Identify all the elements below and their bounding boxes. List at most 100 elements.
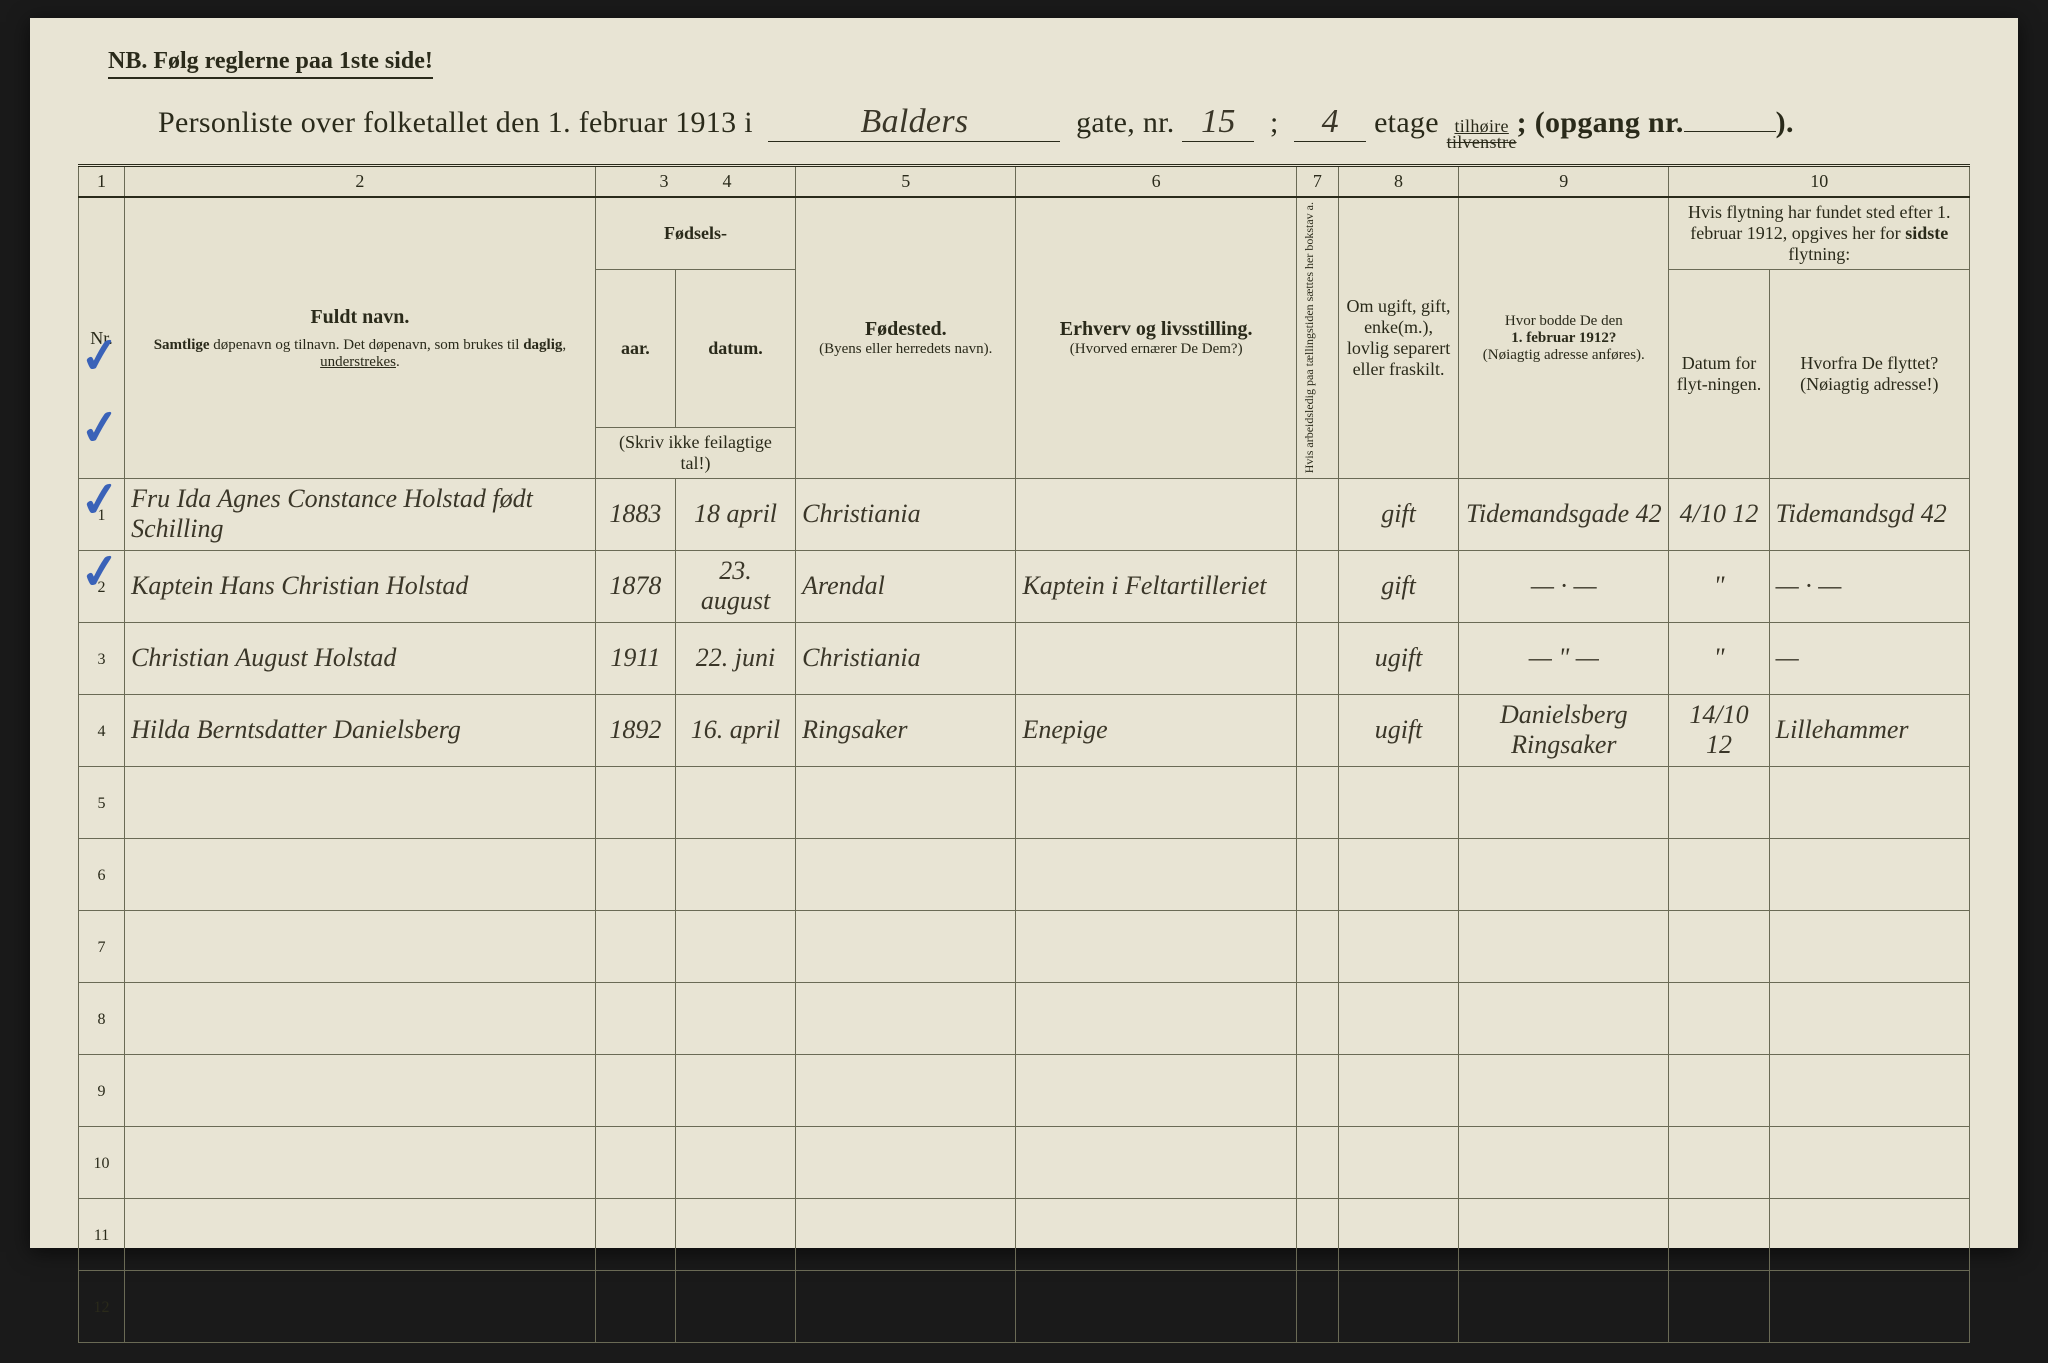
cell-name bbox=[125, 1270, 596, 1342]
cell-move-from bbox=[1769, 838, 1969, 910]
cell-date bbox=[675, 1126, 795, 1198]
cell-col7 bbox=[1296, 1054, 1338, 1126]
cell-addr1912: — · — bbox=[1459, 550, 1669, 622]
head-datum: datum. bbox=[675, 270, 795, 427]
cell-year bbox=[595, 1198, 675, 1270]
colnum-8: 8 bbox=[1338, 166, 1458, 198]
cell-year: 1911 bbox=[595, 622, 675, 694]
nb-instruction: NB. Følg reglerne paa 1ste side! bbox=[108, 48, 433, 79]
cell-move-from: Lillehammer bbox=[1769, 694, 1969, 766]
head-col10b: Hvorfra De flyttet? (Nøiagtig adresse!) bbox=[1769, 270, 1969, 478]
cell-date bbox=[675, 1270, 795, 1342]
cell-move-date bbox=[1669, 1054, 1769, 1126]
cell-move-from bbox=[1769, 1054, 1969, 1126]
census-page: NB. Følg reglerne paa 1ste side! Personl… bbox=[30, 18, 2018, 1248]
cell-occupation bbox=[1016, 766, 1296, 838]
table-row: 11 bbox=[79, 1198, 1970, 1270]
cell-date: 18 april bbox=[675, 478, 795, 550]
head-col10a: Datum for flyt-ningen. bbox=[1669, 270, 1769, 478]
cell-date bbox=[675, 1198, 795, 1270]
colnum-1: 1 bbox=[79, 166, 125, 198]
cell-nr: 5 bbox=[79, 766, 125, 838]
cell-year: 1883 bbox=[595, 478, 675, 550]
semicolon: ; bbox=[1270, 106, 1279, 140]
table-row: 10 bbox=[79, 1126, 1970, 1198]
cell-addr1912: Tidemandsgade 42 bbox=[1459, 478, 1669, 550]
cell-birthplace bbox=[796, 838, 1016, 910]
cell-col7 bbox=[1296, 910, 1338, 982]
cell-birthplace bbox=[796, 1198, 1016, 1270]
head-erhverv-title: Erhverv og livsstilling. bbox=[1022, 318, 1289, 341]
head-erhverv: Erhverv og livsstilling. (Hvorved ernære… bbox=[1016, 197, 1296, 478]
head-erhverv-sub: (Hvorved ernærer De Dem?) bbox=[1022, 341, 1289, 358]
cell-year: 1892 bbox=[595, 694, 675, 766]
cell-marital: ugift bbox=[1338, 622, 1458, 694]
cell-move-date bbox=[1669, 1198, 1769, 1270]
table-row: 4Hilda Berntsdatter Danielsberg189216. a… bbox=[79, 694, 1970, 766]
cell-addr1912 bbox=[1459, 838, 1669, 910]
cell-move-from: — bbox=[1769, 622, 1969, 694]
cell-occupation: Enepige bbox=[1016, 694, 1296, 766]
head-foedsels: Fødsels- bbox=[595, 197, 795, 270]
cell-birthplace bbox=[796, 1054, 1016, 1126]
census-table: 1 2 3 4 5 6 7 8 9 10 Nr. Fuldt navn. bbox=[78, 164, 1970, 1342]
cell-nr: 9 bbox=[79, 1054, 125, 1126]
cell-move-date: " bbox=[1669, 622, 1769, 694]
cell-year: 1878 bbox=[595, 550, 675, 622]
cell-col7 bbox=[1296, 766, 1338, 838]
cell-marital: gift bbox=[1338, 550, 1458, 622]
cell-col7 bbox=[1296, 622, 1338, 694]
cell-move-from bbox=[1769, 982, 1969, 1054]
cell-move-from: — · — bbox=[1769, 550, 1969, 622]
title-prefix: Personliste over folketallet den 1. febr… bbox=[158, 106, 753, 140]
head-col7-vert: Hvis arbeidsledig paa tællingstiden sætt… bbox=[1303, 202, 1316, 473]
cell-name bbox=[125, 910, 596, 982]
colnum-10: 10 bbox=[1669, 166, 1970, 198]
cell-nr: 7 bbox=[79, 910, 125, 982]
cell-move-from bbox=[1769, 1198, 1969, 1270]
check-mark-icon: ✓ bbox=[77, 470, 123, 530]
semicolon2: ; bbox=[1517, 106, 1527, 140]
cell-birthplace bbox=[796, 766, 1016, 838]
cell-birthplace: Christiania bbox=[796, 478, 1016, 550]
cell-addr1912: Danielsberg Ringsaker bbox=[1459, 694, 1669, 766]
cell-date: 16. april bbox=[675, 694, 795, 766]
cell-marital bbox=[1338, 838, 1458, 910]
cell-name bbox=[125, 1126, 596, 1198]
cell-marital bbox=[1338, 982, 1458, 1054]
cell-year bbox=[595, 1126, 675, 1198]
head-skriv-ikke: (Skriv ikke feilagtige tal!) bbox=[595, 427, 795, 478]
cell-move-date bbox=[1669, 982, 1769, 1054]
cell-birthplace: Arendal bbox=[796, 550, 1016, 622]
head-col8: Om ugift, gift, enke(m.), lovlig separer… bbox=[1338, 197, 1458, 478]
cell-occupation bbox=[1016, 622, 1296, 694]
cell-move-from bbox=[1769, 910, 1969, 982]
cell-occupation: Kaptein i Feltartilleriet bbox=[1016, 550, 1296, 622]
colnum-3-4: 3 4 bbox=[595, 166, 795, 198]
cell-year bbox=[595, 1054, 675, 1126]
table-row: 3Christian August Holstad191122. juniChr… bbox=[79, 622, 1970, 694]
cell-move-from bbox=[1769, 766, 1969, 838]
cell-move-date bbox=[1669, 1270, 1769, 1342]
cell-date bbox=[675, 982, 795, 1054]
cell-move-from: Tidemandsgd 42 bbox=[1769, 478, 1969, 550]
cell-year bbox=[595, 838, 675, 910]
cell-nr: 8 bbox=[79, 982, 125, 1054]
cell-year bbox=[595, 982, 675, 1054]
cell-col7 bbox=[1296, 838, 1338, 910]
cell-move-date bbox=[1669, 838, 1769, 910]
table-row: 1Fru Ida Agnes Constance Holstad født Sc… bbox=[79, 478, 1970, 550]
cell-addr1912 bbox=[1459, 982, 1669, 1054]
cell-birthplace bbox=[796, 1126, 1016, 1198]
cell-date bbox=[675, 1054, 795, 1126]
head-col9: Hvor bodde De den1. februar 1912? (Nøiag… bbox=[1459, 197, 1669, 478]
cell-year bbox=[595, 766, 675, 838]
cell-addr1912 bbox=[1459, 1126, 1669, 1198]
cell-marital: gift bbox=[1338, 478, 1458, 550]
cell-move-from bbox=[1769, 1270, 1969, 1342]
cell-occupation bbox=[1016, 1054, 1296, 1126]
cell-nr: 6 bbox=[79, 838, 125, 910]
cell-col7 bbox=[1296, 1126, 1338, 1198]
colnum-2: 2 bbox=[125, 166, 596, 198]
head-foedested: Fødested. (Byens eller herredets navn). bbox=[796, 197, 1016, 478]
